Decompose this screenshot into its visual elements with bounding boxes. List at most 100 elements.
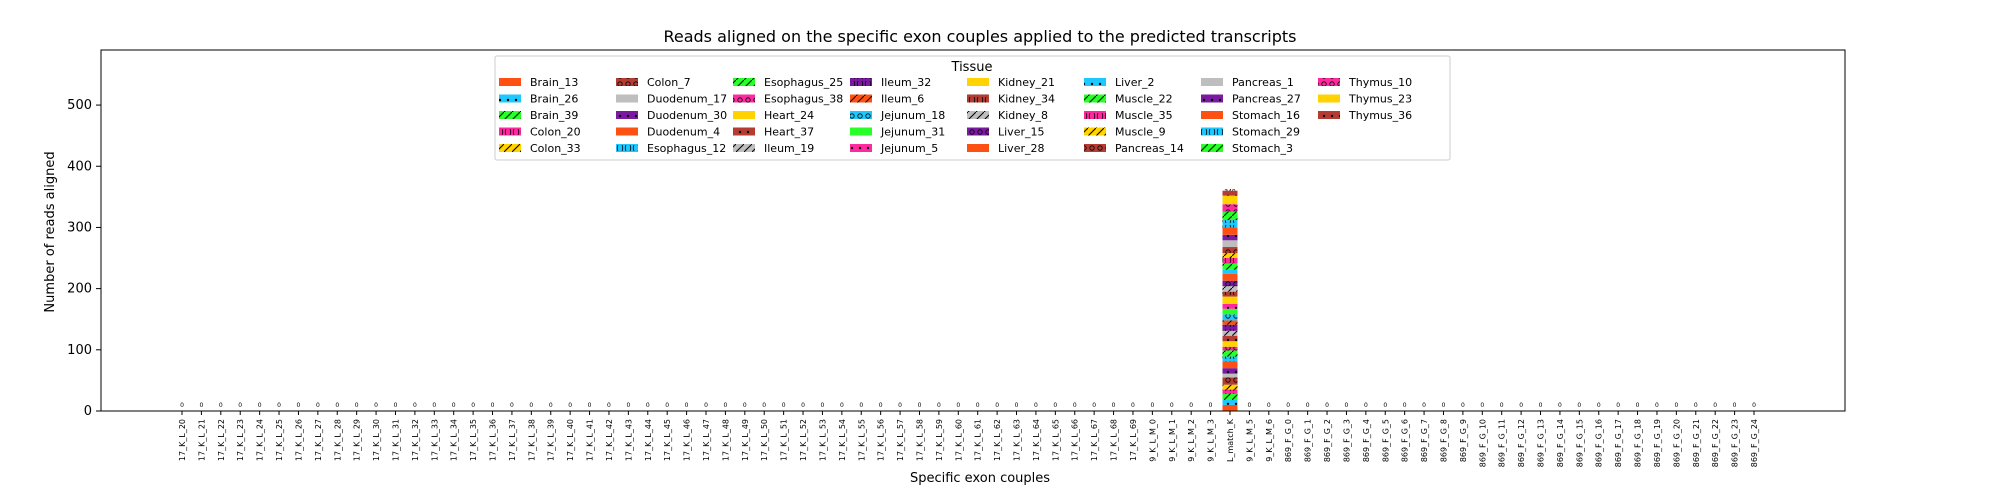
bar-total-label: 0	[995, 402, 999, 409]
bar-segment	[1222, 384, 1238, 390]
bar-total-label: 0	[1539, 402, 1543, 409]
x-tick-label: 869_F_G_16	[1595, 419, 1604, 467]
legend-label: Muscle_22	[1115, 93, 1173, 106]
bar-total-label: 0	[665, 402, 669, 409]
legend-swatch	[1318, 111, 1340, 119]
bar-total-label: 0	[394, 402, 398, 409]
bar-total-label: 0	[976, 402, 980, 409]
x-tick-label: 17_K_L_57	[896, 419, 905, 461]
x-tick-label: 869_F_G_2	[1323, 419, 1332, 462]
bar-segment	[1222, 308, 1238, 315]
bar-total-label: 0	[1480, 402, 1484, 409]
bar-total-label: 0	[549, 402, 553, 409]
bar-total-label: 0	[1577, 402, 1581, 409]
x-tick-label: 9_K_L_M_5	[1245, 419, 1254, 462]
x-tick-label: 17_K_L_61	[974, 419, 983, 461]
legend-swatch	[850, 94, 872, 103]
bar-total-label: 0	[568, 402, 572, 409]
bar-segment	[1222, 324, 1238, 331]
x-tick-label: 17_K_L_44	[644, 419, 653, 461]
x-tick-label: 17_K_L_31	[391, 419, 400, 461]
legend-label: Liver_15	[998, 126, 1044, 139]
legend-label: Ileum_32	[881, 76, 931, 89]
legend-swatch	[1084, 111, 1106, 119]
x-tick-label: 17_K_L_50	[760, 419, 769, 461]
x-tick-label: 869_F_G_0	[1284, 419, 1293, 462]
legend-swatch	[616, 94, 638, 103]
bar-segment	[1222, 346, 1238, 351]
x-tick-label: 17_K_L_45	[663, 419, 672, 461]
bar-total-label: 0	[1713, 402, 1717, 409]
y-tick-label: 100	[67, 343, 92, 358]
legend-label: Heart_37	[764, 126, 814, 139]
x-tick-label: 17_K_L_23	[236, 419, 245, 461]
y-tick-label: 500	[67, 98, 92, 113]
bar-segment	[1222, 335, 1238, 342]
bar-segment	[1222, 296, 1238, 304]
x-tick-label: 17_K_L_40	[566, 419, 575, 461]
x-tick-label: 17_K_L_32	[411, 419, 420, 461]
bar-total-label: 0	[471, 402, 475, 409]
x-tick-label: 17_K_L_51	[780, 419, 789, 461]
bar-total-label: 0	[1286, 402, 1290, 409]
bar-segment	[1222, 291, 1238, 297]
bar-segment	[1222, 211, 1238, 221]
legend-label: Muscle_35	[1115, 109, 1173, 122]
legend-swatch	[616, 111, 638, 119]
x-tick-label: 869_F_G_23	[1731, 419, 1740, 467]
bar-total-label: 0	[277, 402, 281, 409]
x-tick-label: 17_K_L_24	[256, 419, 265, 461]
legend-swatch	[1201, 144, 1223, 152]
legend-swatch	[733, 94, 755, 103]
x-tick-label: 17_K_L_28	[333, 419, 342, 461]
bar-total-label: 0	[1403, 402, 1407, 409]
legend-swatch	[967, 144, 989, 152]
bar-total-label: 0	[432, 402, 436, 409]
x-tick-label: 9_K_L_M_6	[1265, 419, 1274, 462]
bar-total-label: 0	[1655, 402, 1659, 409]
x-tick-label: 17_K_L_66	[1071, 419, 1080, 461]
legend-label: Kidney_34	[998, 93, 1055, 106]
legend-label: Kidney_21	[998, 76, 1055, 89]
bar-segment	[1222, 273, 1238, 281]
x-tick-label: 17_K_L_39	[547, 419, 556, 461]
legend-label: Brain_26	[530, 93, 578, 106]
bar-total-label: 0	[1383, 402, 1387, 409]
legend-label: Brain_39	[530, 109, 578, 122]
legend-swatch	[1084, 94, 1106, 103]
bar-total-label: 0	[918, 402, 922, 409]
bar-total-label: 0	[1345, 402, 1349, 409]
bar-total-label: 0	[821, 402, 825, 409]
bar-segment	[1222, 341, 1238, 347]
legend-swatch	[1201, 94, 1223, 103]
bar-segment	[1222, 350, 1238, 357]
bar-segment	[1222, 320, 1238, 325]
bar-total-label: 0	[626, 402, 630, 409]
x-tick-label: L_match_K	[1226, 418, 1235, 462]
x-tick-label: 17_K_L_42	[605, 419, 614, 461]
bar-total-label: 0	[743, 402, 747, 409]
legend-swatch	[616, 127, 638, 136]
legend-label: Stomach_29	[1232, 126, 1300, 139]
x-tick-label: 869_F_G_5	[1381, 419, 1390, 462]
bar-total-label: 0	[529, 402, 533, 409]
x-tick-label: 869_F_G_3	[1342, 419, 1351, 462]
y-axis: 0 100 200 300 400 500	[67, 98, 101, 419]
x-tick-label: 869_F_G_19	[1653, 419, 1662, 467]
bar-total-label: 0	[1694, 402, 1698, 409]
x-tick-label: 17_K_L_54	[838, 419, 847, 461]
bar-total-label: 0	[510, 402, 514, 409]
legend-label: Colon_20	[530, 126, 581, 139]
bar-total-label: 0	[1209, 402, 1213, 409]
x-tick-label: 17_K_L_63	[1013, 419, 1022, 461]
bar-segment	[1222, 190, 1238, 196]
x-tick-label: 17_K_L_35	[469, 419, 478, 461]
x-tick-label: 17_K_L_25	[275, 419, 284, 461]
legend-label: Brain_13	[530, 76, 578, 89]
bar-segment	[1222, 373, 1238, 378]
legend-label: Jejunum_18	[880, 109, 945, 122]
x-tick-label: 17_K_L_34	[450, 419, 459, 461]
bar-total-label: 0	[1131, 402, 1135, 409]
x-tick-label: 869_F_G_8	[1439, 419, 1448, 462]
